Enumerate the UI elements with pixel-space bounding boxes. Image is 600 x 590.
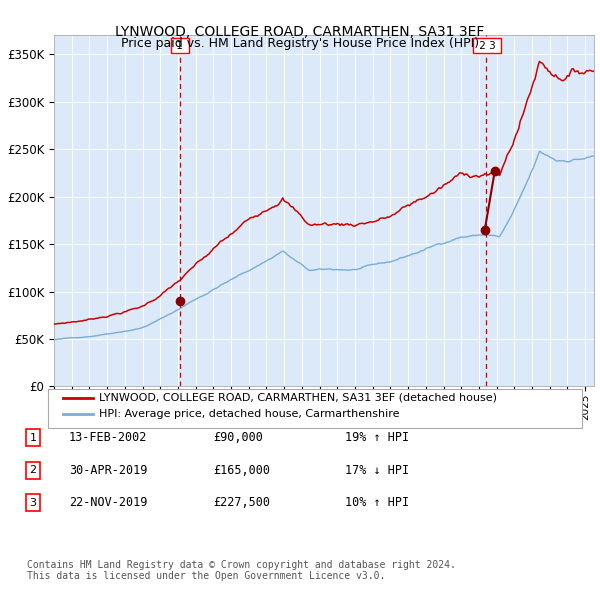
Text: 22-NOV-2019: 22-NOV-2019 bbox=[69, 496, 148, 509]
Text: £90,000: £90,000 bbox=[213, 431, 263, 444]
Text: HPI: Average price, detached house, Carmarthenshire: HPI: Average price, detached house, Carm… bbox=[99, 409, 400, 419]
Text: 30-APR-2019: 30-APR-2019 bbox=[69, 464, 148, 477]
Text: 1: 1 bbox=[173, 41, 187, 51]
Text: 19% ↑ HPI: 19% ↑ HPI bbox=[345, 431, 409, 444]
Text: 2: 2 bbox=[29, 466, 37, 475]
Text: 17% ↓ HPI: 17% ↓ HPI bbox=[345, 464, 409, 477]
Text: Contains HM Land Registry data © Crown copyright and database right 2024.
This d: Contains HM Land Registry data © Crown c… bbox=[27, 559, 456, 581]
Text: 3: 3 bbox=[29, 498, 37, 507]
Text: LYNWOOD, COLLEGE ROAD, CARMARTHEN, SA31 3EF: LYNWOOD, COLLEGE ROAD, CARMARTHEN, SA31 … bbox=[115, 25, 485, 40]
Text: 13-FEB-2002: 13-FEB-2002 bbox=[69, 431, 148, 444]
Text: 10% ↑ HPI: 10% ↑ HPI bbox=[345, 496, 409, 509]
Text: £165,000: £165,000 bbox=[213, 464, 270, 477]
Text: £227,500: £227,500 bbox=[213, 496, 270, 509]
Text: 1: 1 bbox=[29, 433, 37, 442]
Text: 2 3: 2 3 bbox=[476, 41, 499, 51]
Text: Price paid vs. HM Land Registry's House Price Index (HPI): Price paid vs. HM Land Registry's House … bbox=[121, 37, 479, 50]
Text: LYNWOOD, COLLEGE ROAD, CARMARTHEN, SA31 3EF (detached house): LYNWOOD, COLLEGE ROAD, CARMARTHEN, SA31 … bbox=[99, 393, 497, 403]
